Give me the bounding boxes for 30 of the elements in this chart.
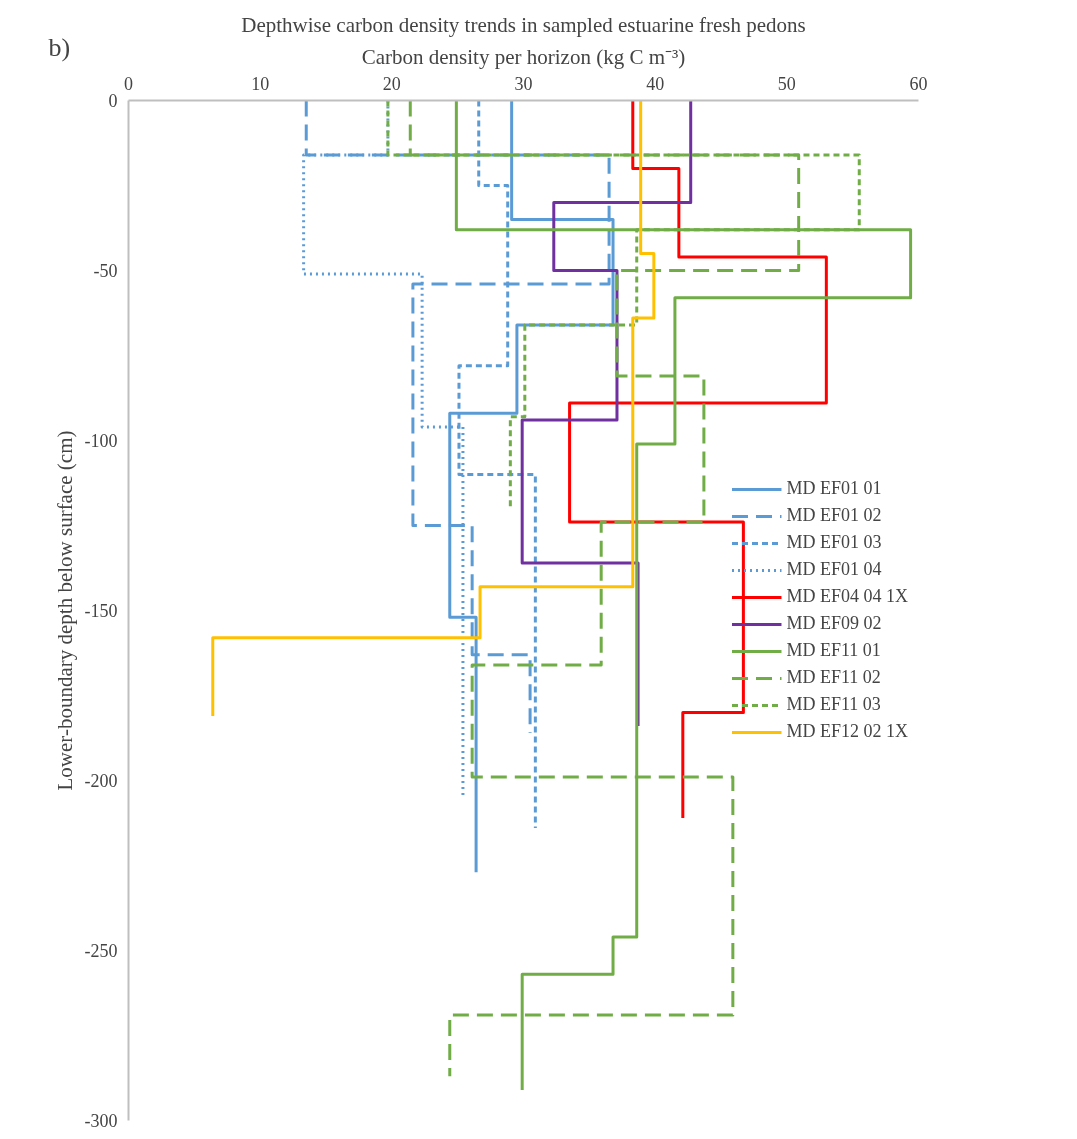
y-tick-label: -50 [93, 261, 118, 281]
legend-label: MD EF12 02 1X [786, 721, 908, 742]
x-axis-title: Carbon density per horizon (kg C m⁻³) [361, 44, 686, 69]
legend-label: MD EF11 01 [786, 640, 881, 661]
y-tick-label: -150 [84, 601, 118, 621]
x-tick-label: 50 [777, 73, 796, 94]
legend-label: MD EF01 04 [786, 559, 882, 580]
legend-label: MD EF11 03 [786, 694, 881, 715]
x-tick-label: 30 [514, 73, 533, 94]
y-tick-label: -100 [84, 431, 118, 451]
x-tick-label: 60 [909, 73, 928, 94]
x-tick-label: 0 [124, 73, 133, 94]
legend-label: MD EF11 02 [786, 667, 881, 688]
x-tick-label: 20 [382, 73, 401, 94]
legend-label: MD EF09 02 [786, 613, 882, 634]
y-tick-label: -200 [84, 771, 118, 791]
y-tick-label: 0 [108, 91, 118, 111]
chart-title: Depthwise carbon density trends in sampled estuarine fresh pedons [241, 12, 806, 37]
y-tick-label: -250 [84, 941, 118, 961]
legend-label: MD EF04 04 1X [786, 586, 908, 607]
legend-label: MD EF01 03 [786, 532, 882, 553]
y-tick-label: -300 [84, 1111, 118, 1131]
legend-label: MD EF01 01 [786, 478, 882, 499]
x-tick-label: 10 [251, 73, 270, 94]
line-series [520, 100, 693, 728]
text: b) [48, 32, 71, 62]
y-axis-title: Lower-boundary depth below surface (cm) [52, 430, 77, 791]
x-tick-label: 40 [646, 73, 665, 94]
legend-label: MD EF01 02 [786, 505, 882, 526]
line-series [211, 100, 656, 718]
